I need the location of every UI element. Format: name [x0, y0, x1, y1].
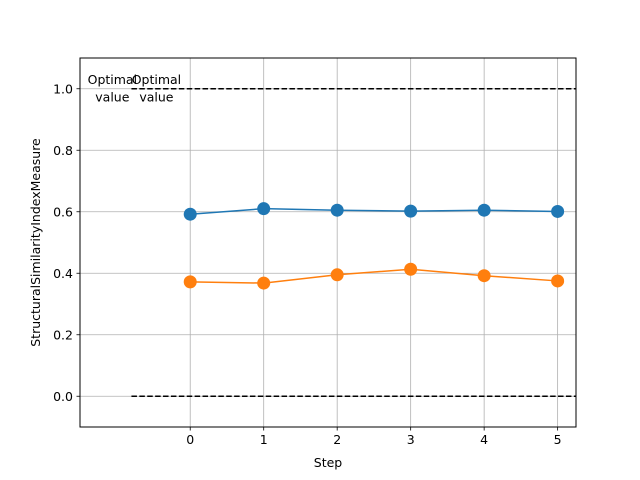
data-point: [404, 262, 418, 276]
x-axis-ticks: 0 1 2 3 4 5: [186, 427, 562, 447]
data-point: [330, 203, 344, 217]
y-axis-label: StructuralSimilarityIndexMeasure: [28, 138, 43, 347]
y-tick-label: 0.6: [53, 204, 73, 219]
x-tick-label: 5: [554, 432, 562, 447]
data-point: [183, 207, 197, 221]
plot-frame: [79, 57, 577, 428]
x-tick-label: 2: [333, 432, 341, 447]
annotation-line1: Optimal: [132, 72, 181, 87]
annotation-line2: value: [95, 89, 129, 104]
y-tick-label: 0.8: [53, 143, 73, 158]
grid: [80, 58, 576, 427]
data-point: [257, 276, 271, 290]
data-point: [404, 204, 418, 218]
data-point: [551, 274, 565, 288]
annotation-line2: value: [139, 89, 173, 104]
y-tick-label: 0.4: [53, 266, 73, 281]
x-tick-label: 3: [407, 432, 415, 447]
x-tick-label: 4: [480, 432, 488, 447]
data-point: [477, 269, 491, 283]
y-axis-ticks: 0.0 0.2 0.4 0.6 0.8 1.0: [53, 81, 80, 404]
data-point: [551, 204, 565, 218]
y-tick-label: 0.2: [53, 327, 73, 342]
x-tick-label: 0: [186, 432, 194, 447]
data-point: [477, 203, 491, 217]
y-tick-label: 0.0: [53, 389, 73, 404]
x-axis-label: Step: [314, 455, 343, 470]
annotation-line1: Optimal: [88, 72, 137, 87]
y-tick-label: 1.0: [53, 81, 73, 96]
series-line: [190, 268, 558, 284]
series-0: [183, 202, 565, 221]
series-group: [183, 202, 565, 290]
data-point: [183, 275, 197, 289]
data-point: [257, 202, 271, 216]
reference-lines: [131, 88, 576, 397]
x-tick-label: 1: [260, 432, 268, 447]
series-line: [190, 207, 558, 215]
data-point: [330, 268, 344, 282]
series-1: [183, 262, 565, 290]
